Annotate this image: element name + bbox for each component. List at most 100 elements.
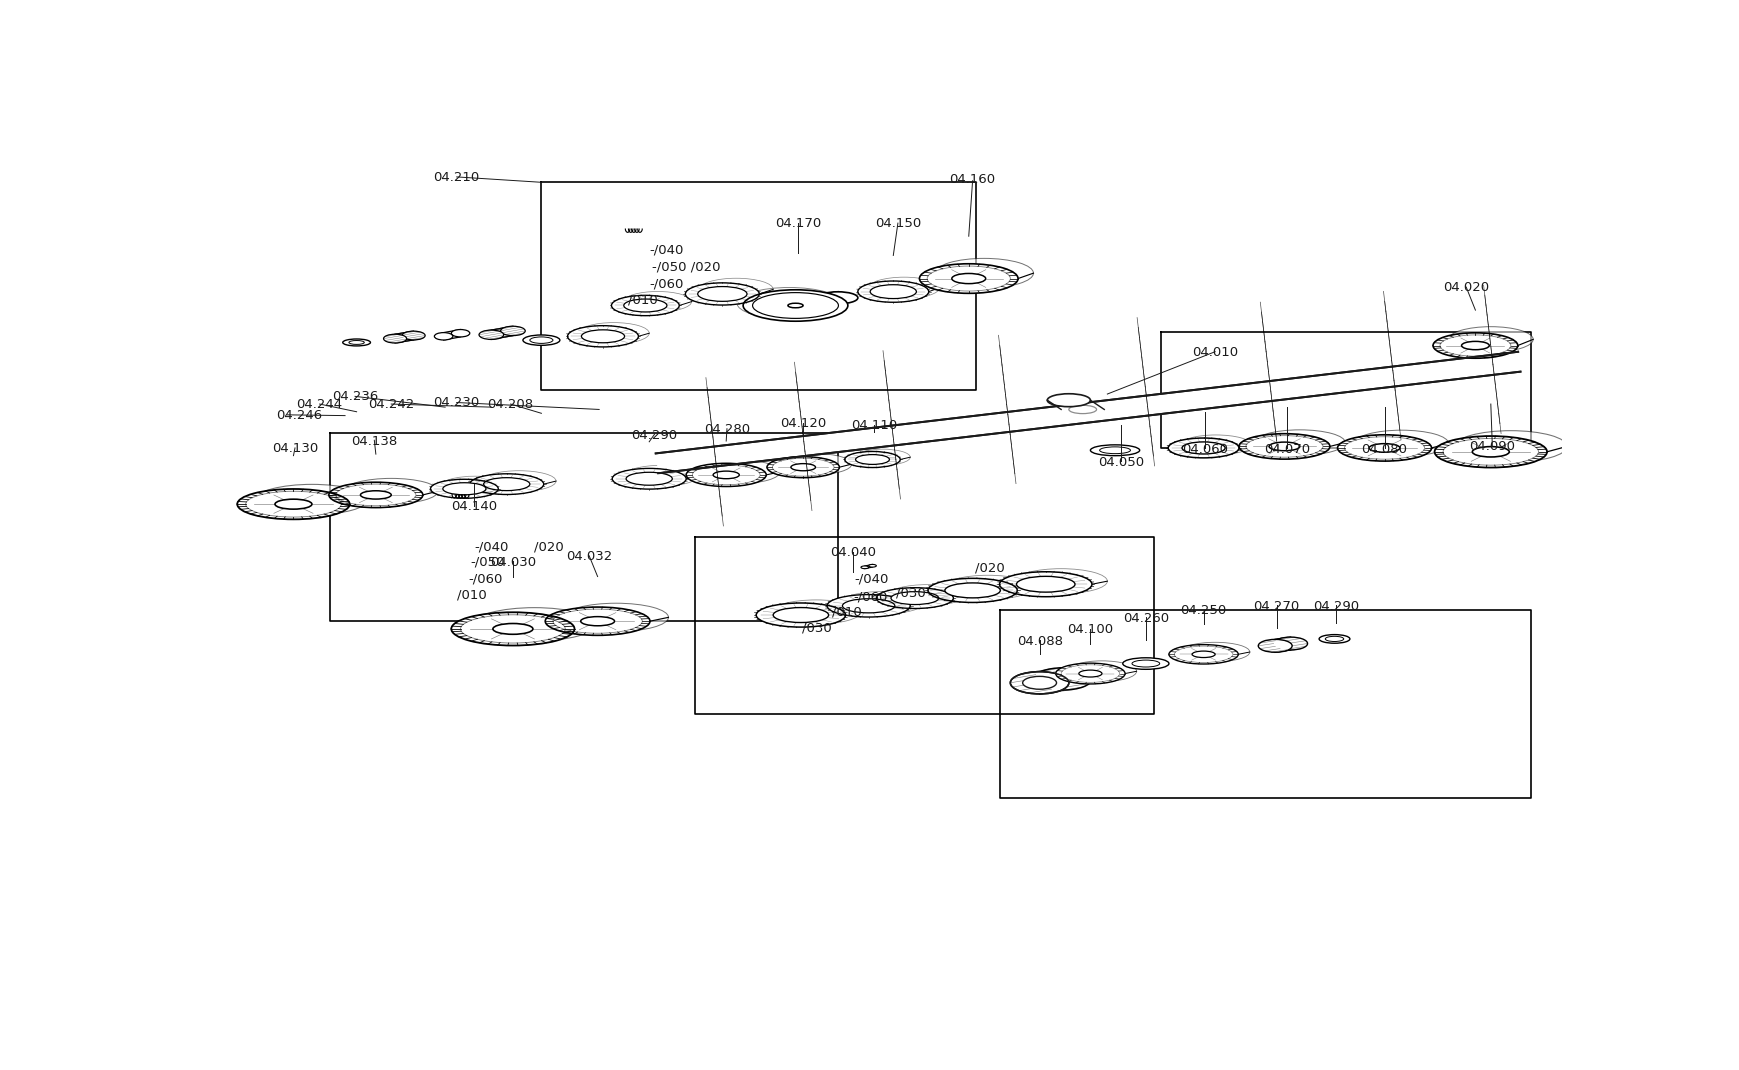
Ellipse shape	[470, 474, 543, 494]
Text: 04.208: 04.208	[487, 398, 534, 411]
Ellipse shape	[927, 579, 1017, 602]
Text: 04.140: 04.140	[450, 501, 497, 514]
Text: 04.070: 04.070	[1263, 443, 1309, 456]
Text: 04.090: 04.090	[1468, 440, 1515, 454]
Ellipse shape	[756, 603, 845, 627]
Ellipse shape	[842, 599, 894, 613]
Text: 04.120: 04.120	[779, 417, 826, 430]
Text: 04.250: 04.250	[1179, 605, 1226, 617]
Text: 04.100: 04.100	[1066, 623, 1113, 636]
Text: 04.170: 04.170	[774, 217, 821, 230]
Ellipse shape	[890, 592, 937, 605]
Ellipse shape	[1369, 444, 1400, 453]
Text: 04.290: 04.290	[631, 429, 676, 442]
Ellipse shape	[329, 483, 423, 507]
Ellipse shape	[612, 469, 685, 489]
Ellipse shape	[343, 339, 370, 346]
Ellipse shape	[699, 278, 772, 301]
Ellipse shape	[951, 274, 984, 284]
Text: -/060: -/060	[852, 591, 887, 603]
Ellipse shape	[350, 340, 363, 345]
Ellipse shape	[685, 463, 765, 487]
Ellipse shape	[1471, 446, 1508, 457]
Ellipse shape	[442, 476, 510, 495]
Text: 04.020: 04.020	[1442, 280, 1489, 294]
Text: -/040: -/040	[854, 572, 889, 585]
Ellipse shape	[360, 491, 391, 499]
Ellipse shape	[1238, 433, 1329, 459]
Ellipse shape	[861, 566, 868, 568]
Ellipse shape	[944, 583, 1000, 598]
Text: -/060: -/060	[649, 277, 683, 290]
Text: -/040: -/040	[649, 244, 683, 257]
Ellipse shape	[767, 457, 838, 477]
Ellipse shape	[1454, 430, 1567, 462]
Ellipse shape	[1433, 333, 1516, 358]
Ellipse shape	[450, 330, 470, 337]
Ellipse shape	[563, 603, 668, 631]
Text: /030: /030	[896, 586, 925, 599]
Ellipse shape	[443, 483, 485, 494]
Ellipse shape	[1179, 642, 1249, 661]
Ellipse shape	[544, 607, 650, 636]
Ellipse shape	[567, 325, 638, 347]
Text: /010: /010	[831, 606, 863, 618]
Ellipse shape	[1090, 445, 1139, 456]
Text: 04.150: 04.150	[875, 217, 920, 230]
Ellipse shape	[697, 287, 746, 302]
Text: 04.060: 04.060	[1181, 443, 1228, 456]
Text: /010: /010	[628, 294, 657, 307]
Ellipse shape	[743, 290, 847, 321]
Ellipse shape	[826, 595, 909, 617]
Ellipse shape	[1447, 326, 1532, 352]
Ellipse shape	[501, 326, 525, 336]
Ellipse shape	[1325, 637, 1343, 642]
Ellipse shape	[237, 489, 350, 519]
Ellipse shape	[713, 471, 739, 478]
Ellipse shape	[817, 292, 857, 304]
Ellipse shape	[1016, 577, 1075, 592]
Ellipse shape	[868, 564, 876, 567]
Text: 04.246: 04.246	[275, 410, 322, 423]
Ellipse shape	[854, 449, 909, 465]
Ellipse shape	[383, 334, 407, 343]
Ellipse shape	[435, 333, 452, 340]
Text: 04.088: 04.088	[1017, 636, 1063, 648]
Ellipse shape	[1047, 394, 1090, 407]
Text: 04.110: 04.110	[850, 419, 897, 432]
Ellipse shape	[1179, 434, 1250, 455]
Text: 04.230: 04.230	[433, 396, 480, 410]
Ellipse shape	[1068, 406, 1096, 414]
Ellipse shape	[1122, 658, 1169, 670]
Text: 04.270: 04.270	[1252, 599, 1299, 613]
Ellipse shape	[998, 571, 1092, 597]
Ellipse shape	[430, 479, 497, 499]
Ellipse shape	[1191, 651, 1214, 658]
Ellipse shape	[1461, 341, 1489, 350]
Ellipse shape	[791, 463, 816, 471]
Ellipse shape	[1337, 434, 1431, 461]
Text: 04.210: 04.210	[433, 171, 480, 184]
Text: -/060: -/060	[468, 572, 503, 585]
Ellipse shape	[1056, 663, 1125, 684]
Text: /030: /030	[802, 622, 831, 635]
Ellipse shape	[943, 576, 1031, 599]
Ellipse shape	[256, 485, 369, 515]
Ellipse shape	[624, 299, 666, 312]
Text: 04.260: 04.260	[1122, 612, 1169, 625]
Ellipse shape	[1257, 640, 1292, 653]
Ellipse shape	[1181, 442, 1224, 454]
Ellipse shape	[1014, 568, 1106, 594]
Text: 04.050: 04.050	[1097, 456, 1144, 469]
Text: 04.290: 04.290	[1313, 599, 1358, 613]
Ellipse shape	[1254, 430, 1344, 455]
Ellipse shape	[530, 337, 553, 343]
Ellipse shape	[1167, 438, 1238, 458]
Ellipse shape	[1033, 668, 1092, 690]
Ellipse shape	[577, 322, 649, 343]
Ellipse shape	[492, 624, 532, 635]
Ellipse shape	[1268, 442, 1299, 450]
Text: /020: /020	[974, 562, 1003, 575]
Text: 04.160: 04.160	[949, 173, 995, 186]
Text: -/050: -/050	[470, 555, 504, 569]
